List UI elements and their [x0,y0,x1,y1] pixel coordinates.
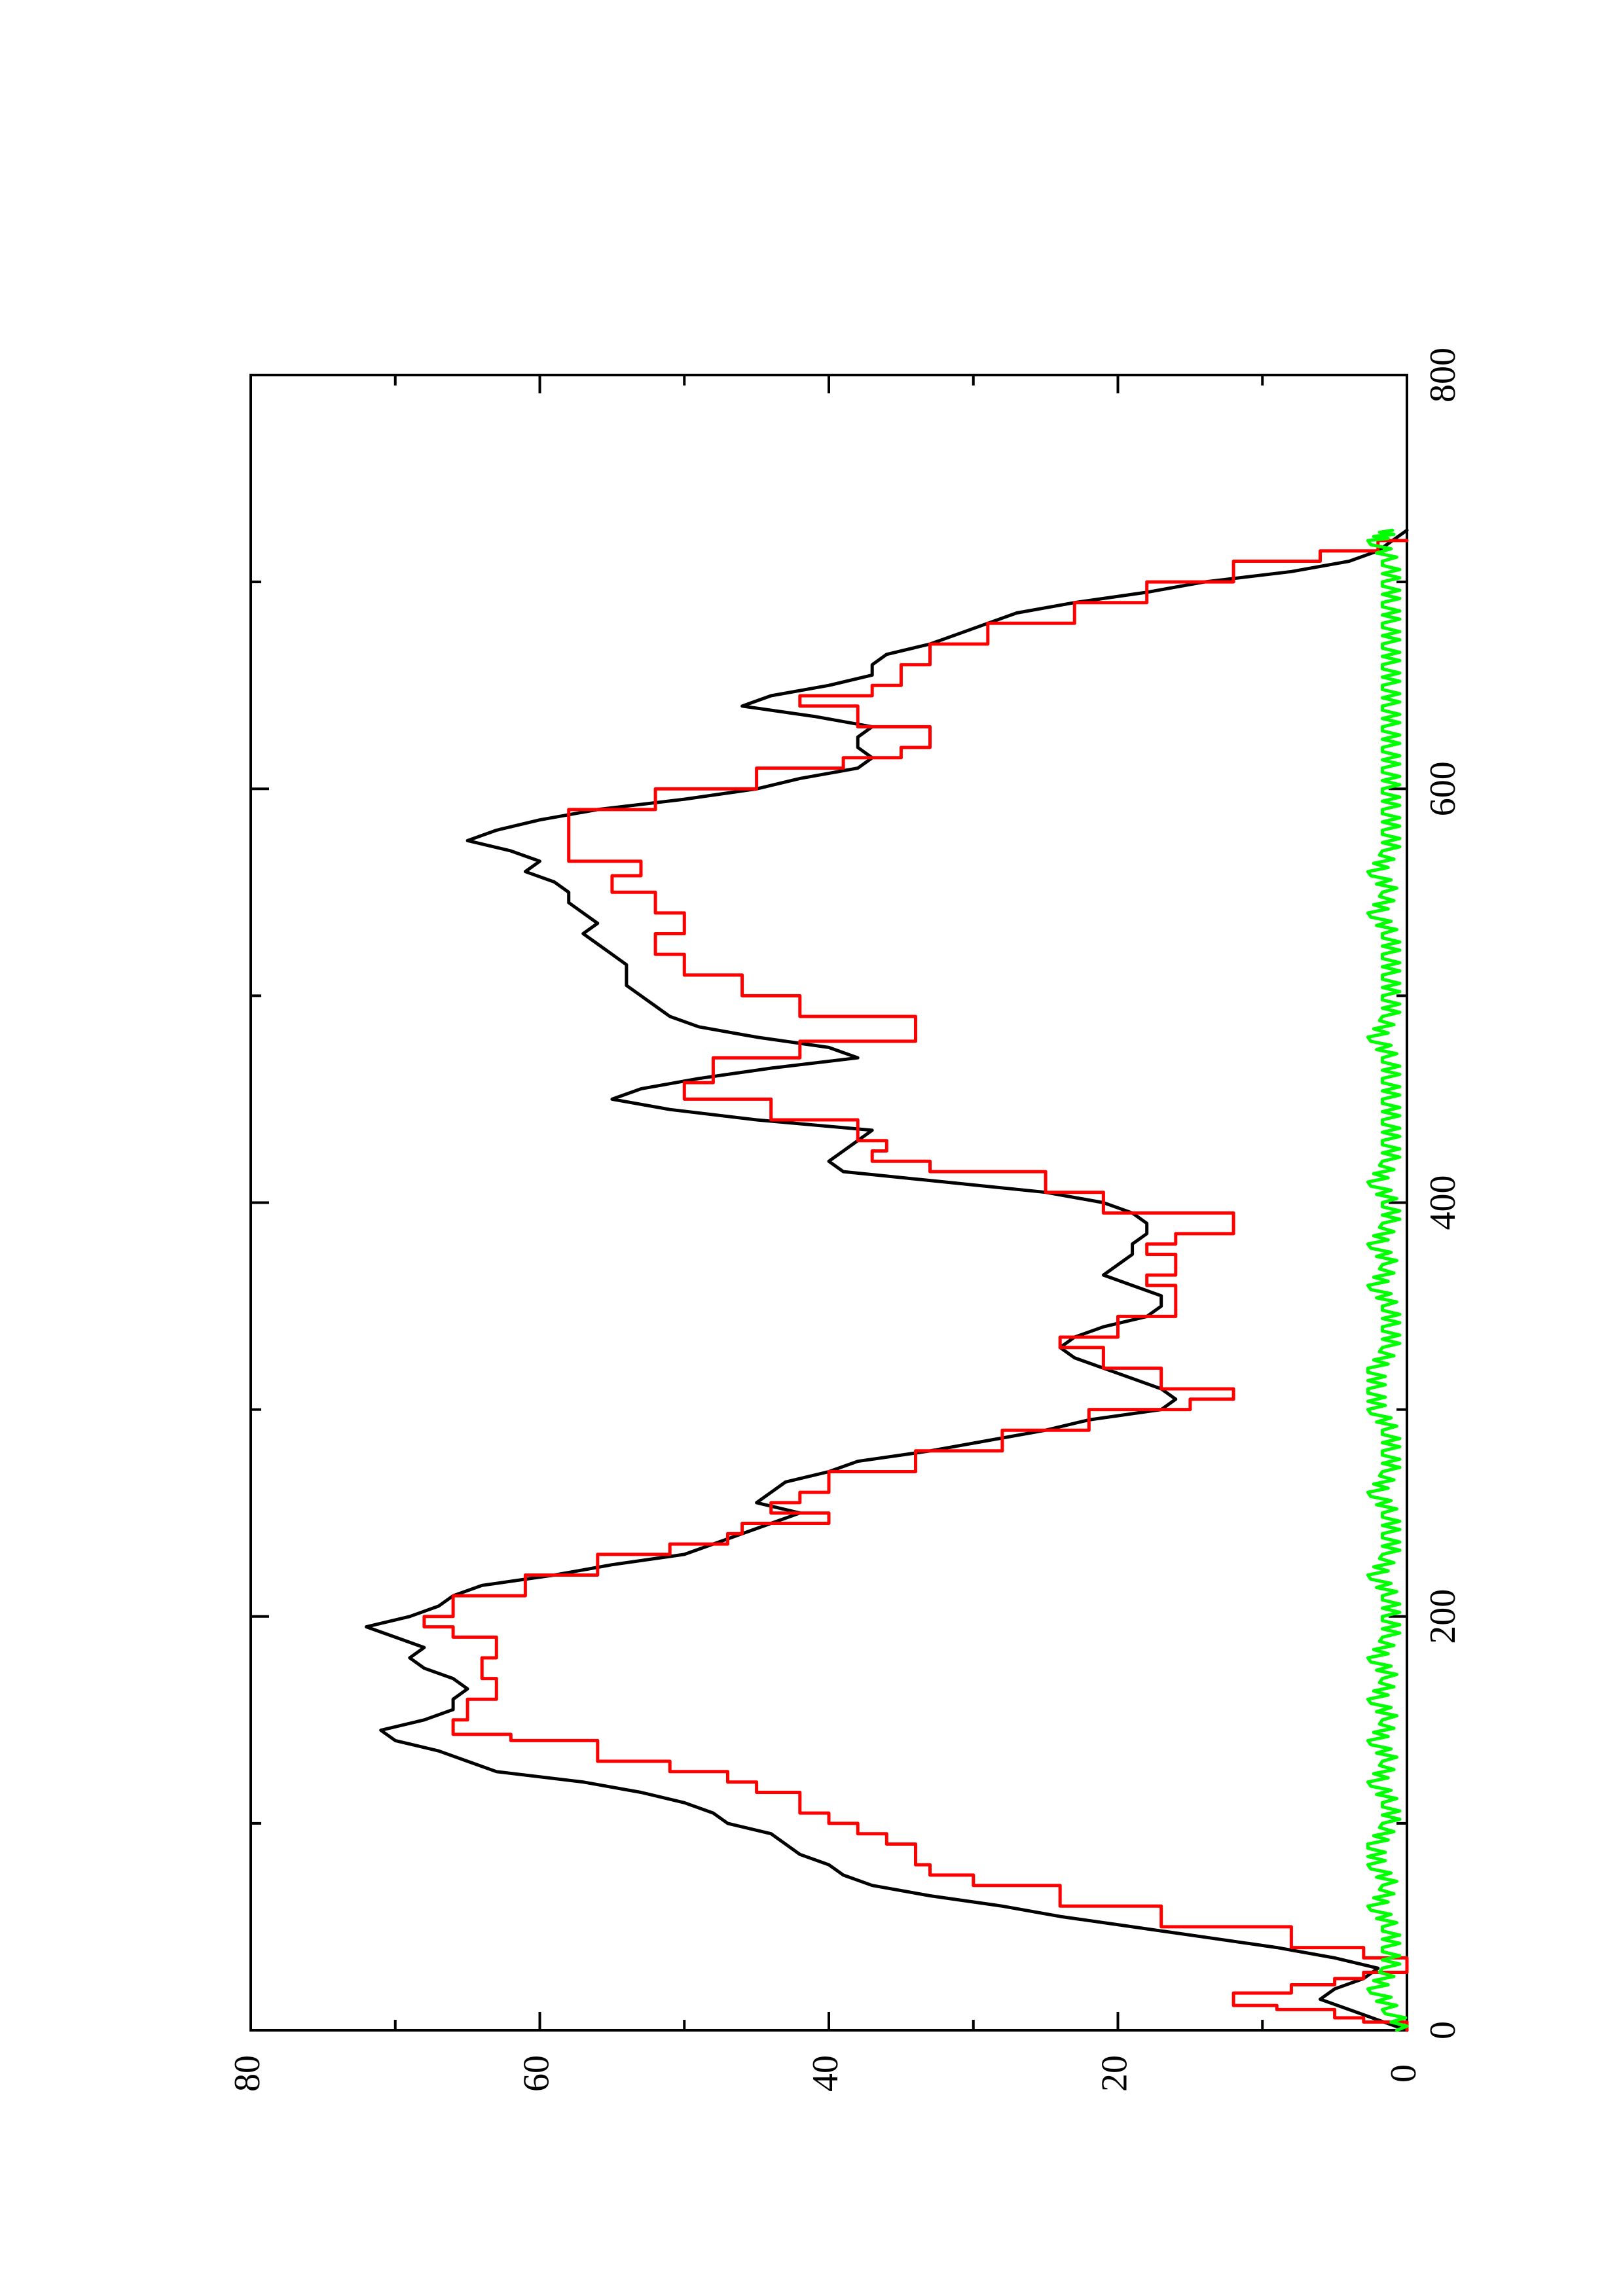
x-tick-label: 0 [1423,2021,1463,2039]
x-tick-label: 400 [1423,1175,1463,1230]
y-tick-label: 20 [1094,2055,1135,2092]
series-group [365,528,1409,2032]
y-tick-label: 0 [1383,2064,1424,2083]
y-tick-label: 40 [805,2055,846,2092]
plot-frame [249,374,1408,2032]
y-tick-label: 80 [227,2055,268,2092]
series-line-2 [422,539,1409,2032]
series-line-3 [1366,528,1409,2032]
axis-tick-labels: 0 200 400 600 800 0 20 40 60 80 [227,348,1463,2092]
series-line-1 [365,528,1409,2032]
axis-ticks [249,374,1408,2032]
x-tick-label: 800 [1423,348,1463,403]
x-tick-label: 600 [1423,761,1463,816]
x-tick-label: 200 [1423,1589,1463,1644]
y-tick-label: 60 [516,2055,556,2092]
